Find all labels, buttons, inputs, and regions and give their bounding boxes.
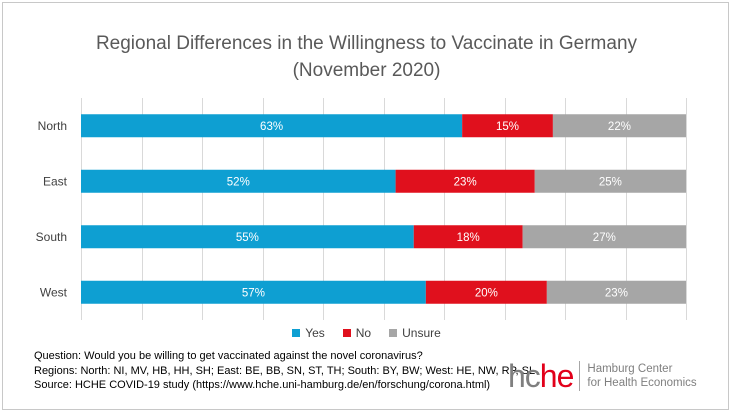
data-label: 63% xyxy=(260,121,283,133)
source-note: Source: HCHE COVID-19 study (https://www… xyxy=(34,379,491,391)
data-label: 55% xyxy=(236,232,259,244)
category-label: East xyxy=(43,174,68,188)
bar-segment xyxy=(81,225,414,249)
legend-label: Yes xyxy=(305,326,325,340)
chart-title-block: Regional Differences in the Willingness … xyxy=(0,30,733,84)
bar-segment xyxy=(81,114,463,138)
legend-item: Yes xyxy=(292,326,325,340)
data-label: 18% xyxy=(457,232,480,244)
bar-segment xyxy=(522,225,686,249)
bar-segment xyxy=(552,114,686,138)
legend-swatch xyxy=(389,329,398,337)
legend-item: Unsure xyxy=(389,326,441,340)
bar-segment xyxy=(534,169,686,193)
hche-logo: hche Hamburg Center for Health Economics xyxy=(508,357,697,395)
logo-mark: hche xyxy=(508,358,575,394)
legend-swatch xyxy=(342,329,351,337)
bar-segment xyxy=(81,280,426,304)
data-label: 22% xyxy=(608,121,631,133)
bar-segment xyxy=(425,280,547,304)
bar-segment xyxy=(81,169,396,193)
chart-legend: Yes No Unsure xyxy=(0,326,733,340)
logo-divider xyxy=(579,361,581,391)
chart-frame xyxy=(2,2,729,410)
data-label: 23% xyxy=(605,287,628,299)
data-label: 52% xyxy=(227,176,250,188)
logo-text: Hamburg Center for Health Economics xyxy=(587,362,696,390)
data-label: 27% xyxy=(593,232,616,244)
chart-title: Regional Differences in the Willingness … xyxy=(95,33,638,54)
data-label: 57% xyxy=(242,287,265,299)
logo-line-2: for Health Economics xyxy=(587,377,697,389)
chart-notes: Question: Would you be willing to get va… xyxy=(34,349,535,393)
logo-mark-he: he xyxy=(539,358,575,394)
category-label: South xyxy=(36,230,67,244)
chart-subtitle: (November 2020) xyxy=(292,60,441,81)
category-label: West xyxy=(40,285,68,299)
legend-item: No xyxy=(342,326,372,340)
category-label: North xyxy=(38,119,67,133)
data-label: 23% xyxy=(454,176,477,188)
legend-swatch xyxy=(292,329,301,337)
question-note: Question: Would you be willing to get va… xyxy=(34,350,423,362)
data-label: 15% xyxy=(496,121,519,133)
data-label: 25% xyxy=(599,176,622,188)
bar-segment xyxy=(462,114,553,138)
legend-label: No xyxy=(355,326,372,340)
bar-segment xyxy=(546,280,686,304)
regions-note: Regions: North: NI, MV, HB, HH, SH; East… xyxy=(34,364,536,377)
logo-line-1: Hamburg Center xyxy=(587,363,673,375)
logo-mark-hc: hc xyxy=(508,358,541,394)
bar-segment xyxy=(413,225,523,249)
data-label: 20% xyxy=(475,287,498,299)
legend-label: Unsure xyxy=(402,326,441,340)
bar-segment xyxy=(395,169,535,193)
